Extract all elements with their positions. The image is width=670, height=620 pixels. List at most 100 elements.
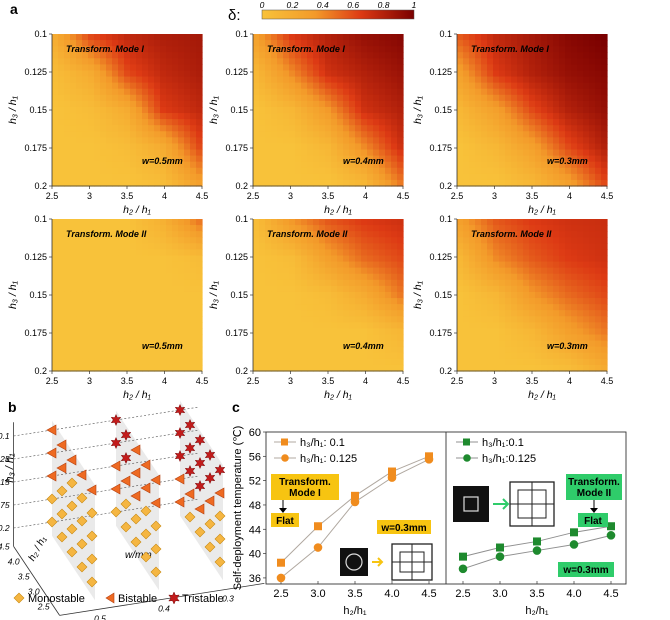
heatmap-cell xyxy=(373,310,380,317)
heatmap-cell xyxy=(349,298,356,305)
heatmap-cell xyxy=(511,40,518,47)
heatmap-cell xyxy=(118,364,125,372)
heatmap-cell xyxy=(481,100,488,108)
heatmap-cell xyxy=(583,285,590,293)
w-tick-label: 0.5 xyxy=(94,613,106,620)
heatmap-cell xyxy=(166,352,173,360)
heatmap-cell xyxy=(295,137,302,145)
heatmap-cell xyxy=(130,225,137,232)
heatmap-cell xyxy=(373,219,380,226)
heatmap-cell xyxy=(529,231,536,238)
heatmap-cell xyxy=(601,34,608,41)
heatmap-cell xyxy=(481,52,488,59)
heatmap-cell xyxy=(475,261,482,269)
heatmap-cell xyxy=(523,58,530,65)
heatmap-cell xyxy=(307,273,314,281)
heatmap-cell xyxy=(391,285,398,293)
heatmap-cell xyxy=(517,76,524,84)
heatmap-cell xyxy=(100,291,107,299)
x-tick-label: 3.5 xyxy=(347,588,362,600)
heatmap-cell xyxy=(124,149,131,157)
heatmap-cell xyxy=(535,279,542,287)
heatmap-cell xyxy=(571,64,578,72)
heatmap-cell xyxy=(178,279,185,287)
heatmap-cell xyxy=(58,64,65,72)
heatmap-cell xyxy=(136,131,143,138)
heatmap-cell xyxy=(190,34,197,41)
heatmap-cell xyxy=(523,219,530,226)
heatmap-cell xyxy=(118,46,125,53)
heatmap-cell xyxy=(178,334,185,342)
x-tick-label: 4 xyxy=(567,191,572,201)
heatmap-cell xyxy=(529,52,536,59)
heatmap-cell xyxy=(373,322,380,330)
heatmap-cell xyxy=(361,143,368,151)
heatmap-cell xyxy=(571,267,578,275)
heatmap-cell xyxy=(313,88,320,96)
heatmap-cell xyxy=(136,94,143,102)
heatmap-cell xyxy=(469,267,476,275)
heatmap-cell xyxy=(511,167,518,175)
heatmap-cell xyxy=(142,149,149,157)
heatmap-cell xyxy=(142,76,149,84)
heatmap-cell xyxy=(589,364,596,372)
heatmap-cell xyxy=(511,94,518,102)
heatmap-cell xyxy=(301,149,308,157)
heatmap-cell xyxy=(190,310,197,317)
heatmap-cell xyxy=(307,285,314,293)
heatmap-cell xyxy=(355,155,362,163)
heatmap-cell xyxy=(475,149,482,157)
heatmap-cell xyxy=(142,291,149,299)
heatmap-cell xyxy=(253,346,260,354)
heatmap-cell xyxy=(277,167,284,175)
heatmap-cell xyxy=(397,304,404,311)
heatmap-cell xyxy=(325,225,332,232)
heatmap-cell xyxy=(475,173,482,181)
heatmap-cell xyxy=(319,143,326,151)
heatmap-cell xyxy=(475,40,482,47)
heatmap-cell xyxy=(172,58,179,65)
heatmap-cell xyxy=(571,225,578,232)
heatmap-cell xyxy=(160,34,167,41)
heatmap-cell xyxy=(457,34,464,41)
heatmap-cell xyxy=(130,131,137,138)
heatmap-cell xyxy=(58,155,65,163)
heatmap-cell xyxy=(76,125,83,132)
heatmap-cell xyxy=(511,131,518,138)
heatmap-cell xyxy=(190,58,197,65)
heatmap-cell xyxy=(391,219,398,226)
heatmap-cell xyxy=(529,149,536,157)
heatmap-cell xyxy=(172,88,179,96)
heatmap-cell xyxy=(541,237,548,244)
heatmap-cell xyxy=(160,310,167,317)
heatmap-cell xyxy=(166,322,173,330)
heatmap-cell xyxy=(124,285,131,293)
heatmap-cell xyxy=(82,328,89,336)
heatmap-cell xyxy=(529,161,536,169)
heatmap-cell xyxy=(529,304,536,311)
heatmap-cell xyxy=(52,243,59,250)
heatmap-cell xyxy=(88,243,95,250)
heatmap-cell xyxy=(589,219,596,226)
heatmap-cell xyxy=(76,173,83,181)
heatmap-cell xyxy=(541,243,548,250)
heatmap-cell xyxy=(124,161,131,169)
heatmap-cell xyxy=(355,143,362,151)
heatmap-cell xyxy=(271,358,278,366)
heatmap-cell xyxy=(601,304,608,311)
heatmap-cell xyxy=(52,340,59,348)
heatmap-cell xyxy=(349,173,356,181)
heatmap-cell xyxy=(118,88,125,96)
heatmap-cell xyxy=(355,255,362,263)
heatmap-cell xyxy=(565,125,572,132)
heatmap-cell xyxy=(481,143,488,151)
heatmap-cell xyxy=(325,322,332,330)
heatmap-cell xyxy=(361,310,368,317)
heatmap-cell xyxy=(505,46,512,53)
heatmap-cell xyxy=(136,88,143,96)
heatmap-cell xyxy=(52,231,59,238)
heatmap-cell xyxy=(385,173,392,181)
heatmap-cell xyxy=(289,143,296,151)
heatmap-cell xyxy=(487,328,494,336)
heatmap-cell xyxy=(259,100,266,108)
